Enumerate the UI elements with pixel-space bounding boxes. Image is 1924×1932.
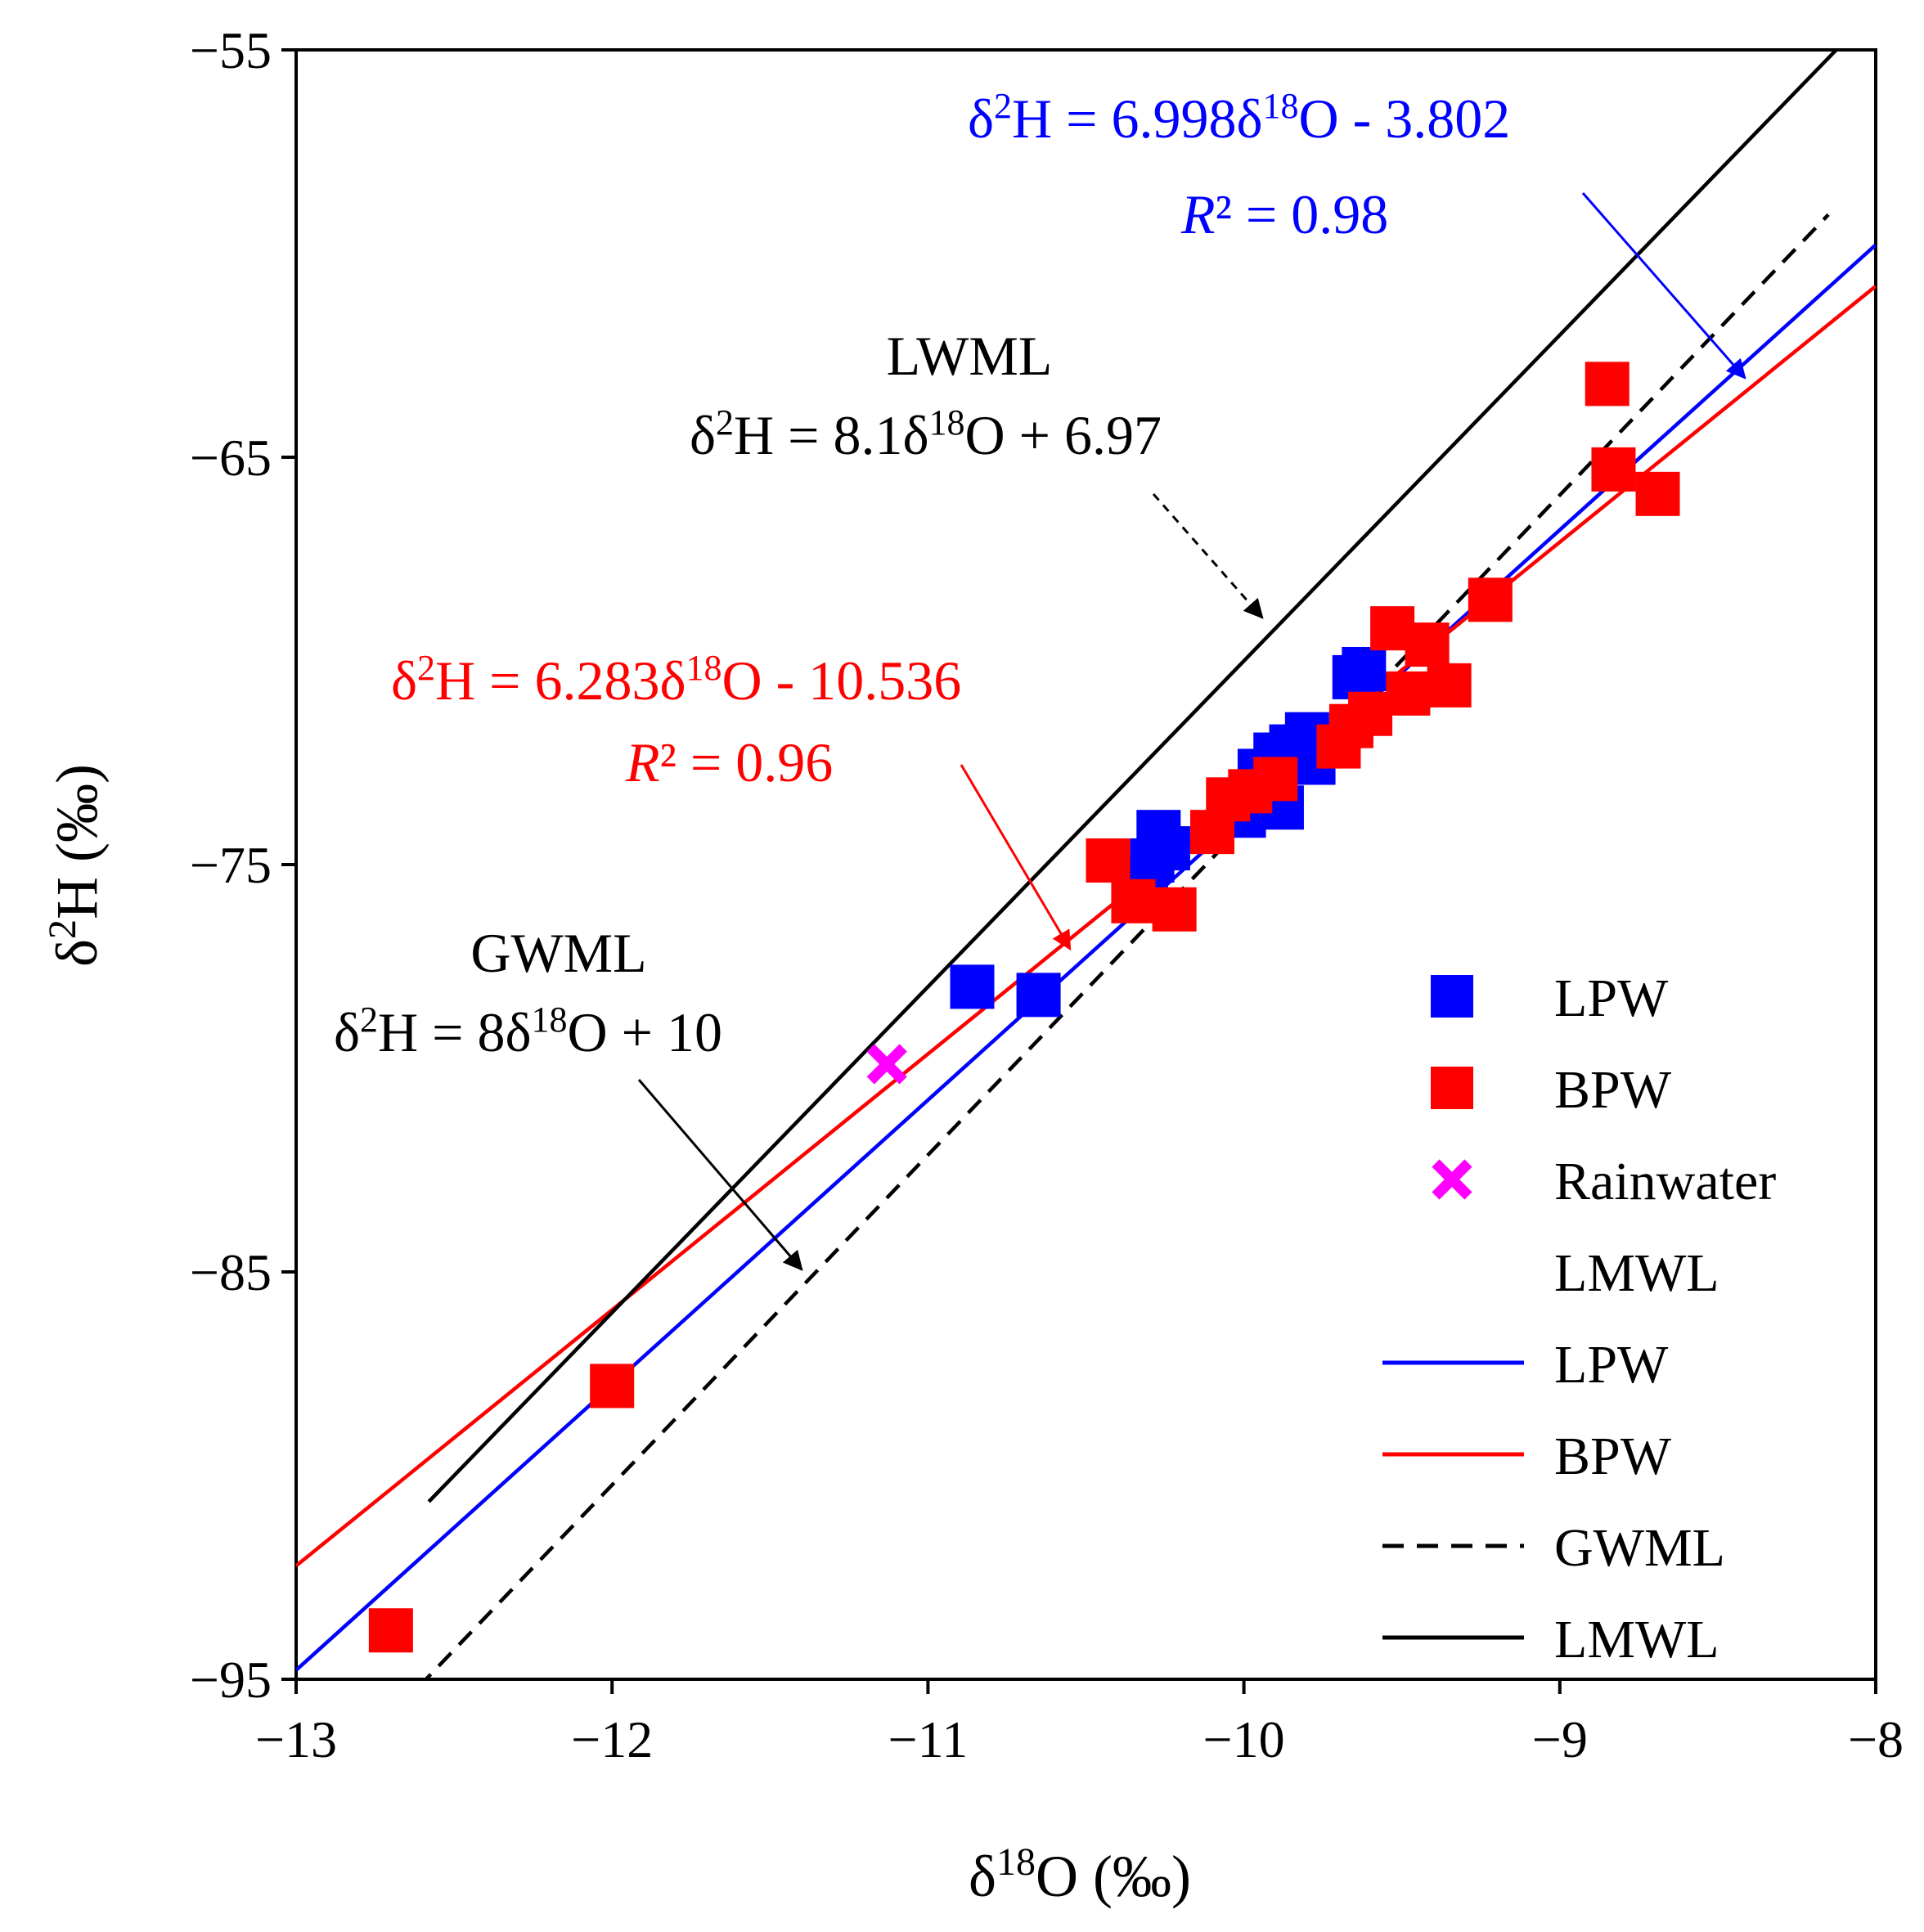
- bpw-point: [1086, 838, 1131, 883]
- x-tick-label: −11: [888, 1710, 969, 1768]
- legend-item-lmwl: LMWL: [1382, 1610, 1719, 1669]
- lpw-equation-annotation: δ2H = 6.998δ18O - 3.802 R² = 0.98: [968, 86, 1746, 380]
- lpw-point: [950, 964, 995, 1009]
- legend-item-rainwater: Rainwater: [1432, 1152, 1776, 1211]
- x-tick-label: −8: [1848, 1710, 1904, 1768]
- bpw-point: [1386, 671, 1431, 716]
- bpw-point: [1316, 724, 1361, 769]
- lpw-point: [1016, 973, 1061, 1018]
- legend-item-gwml: GWML: [1382, 1518, 1725, 1578]
- y-tick-label: −85: [190, 1243, 272, 1301]
- legend-label: LMWL: [1554, 1610, 1719, 1669]
- axis-ticks: −13 −12 −11 −10 −9 −8 −95 −85 −75 −65 −55: [190, 21, 1904, 1768]
- lwml-arrow: [1152, 493, 1264, 619]
- x-tick-label: −13: [255, 1710, 337, 1768]
- bpw-r-squared-text: R² = 0.96: [625, 731, 833, 793]
- data-points: [368, 362, 1680, 1653]
- bpw-point: [1405, 622, 1450, 667]
- bpw-point: [1468, 577, 1513, 622]
- y-tick-label: −95: [190, 1651, 272, 1709]
- gwml-equation-text: δ2H = 8δ18O + 10: [334, 1000, 722, 1063]
- legend-x-marker: [1432, 1159, 1472, 1200]
- y-axis-title: δ2H (‰): [41, 764, 110, 967]
- lpw-point: [1130, 838, 1175, 883]
- rainwater-point: [866, 1044, 907, 1085]
- bpw-point: [1591, 447, 1636, 492]
- bpw-equation-annotation: δ2H = 6.283δ18O - 10.536 R² = 0.96: [391, 648, 1072, 951]
- x-tick-label: −10: [1203, 1710, 1285, 1768]
- bpw-point: [1111, 878, 1156, 923]
- legend-item-bpw: BPW: [1382, 1427, 1672, 1486]
- legend: LPW BPW Rainwater LMWL LPW BPW GWML LMWL: [1382, 968, 1776, 1669]
- legend-label: GWML: [1554, 1518, 1725, 1578]
- lwml-annotation: LWML δ2H = 8.1δ18O + 6.97: [690, 325, 1264, 619]
- lpw-equation-arrow: [1581, 192, 1746, 380]
- x-axis-title: δ18O (‰): [969, 1840, 1191, 1909]
- legend-item-lpw: LPW: [1382, 1335, 1669, 1395]
- gwml-annotation: GWML δ2H = 8δ18O + 10: [334, 922, 803, 1271]
- gwml-label: GWML: [470, 922, 646, 984]
- legend-label: BPW: [1554, 1060, 1672, 1120]
- gwml-arrow: [637, 1079, 803, 1271]
- lpw-equation-text: δ2H = 6.998δ18O - 3.802: [968, 86, 1510, 150]
- legend-item-lpw: LPW: [1431, 968, 1669, 1028]
- bpw-point: [1585, 362, 1630, 407]
- x-tick-label: −12: [571, 1710, 653, 1768]
- legend-label: LPW: [1554, 968, 1669, 1028]
- bpw-point: [1189, 810, 1234, 855]
- bpw-fit-line: [296, 285, 1876, 1568]
- bpw-equation-arrow: [960, 764, 1072, 951]
- bpw-point: [1152, 887, 1197, 932]
- legend-square-marker: [1431, 1067, 1473, 1109]
- legend-label: LMWL: [1554, 1243, 1719, 1303]
- bpw-point: [368, 1608, 413, 1653]
- y-tick-label: −75: [190, 836, 272, 894]
- lpw-r-squared-text: R² = 0.98: [1180, 183, 1388, 245]
- y-tick-label: −65: [190, 429, 272, 487]
- x-tick-label: −9: [1532, 1710, 1588, 1768]
- legend-label: Rainwater: [1554, 1152, 1776, 1211]
- bpw-point: [1635, 471, 1680, 516]
- lwml-label: LWML: [887, 325, 1053, 387]
- lwml-equation-text: δ2H = 8.1δ18O + 6.97: [690, 402, 1162, 466]
- legend-item-bpw: BPW: [1431, 1060, 1672, 1120]
- gwml-fit-line: [423, 213, 1830, 1679]
- legend-item-lmwl: LMWL: [1554, 1243, 1719, 1303]
- bpw-equation-text: δ2H = 6.283δ18O - 10.536: [391, 648, 961, 712]
- bpw-point: [1427, 663, 1472, 708]
- legend-label: BPW: [1554, 1427, 1672, 1486]
- y-tick-label: −55: [190, 21, 272, 79]
- bpw-point: [590, 1364, 635, 1409]
- legend-label: LPW: [1554, 1335, 1669, 1395]
- lmwl-fit-line: [427, 50, 1839, 1503]
- legend-square-marker: [1431, 975, 1473, 1018]
